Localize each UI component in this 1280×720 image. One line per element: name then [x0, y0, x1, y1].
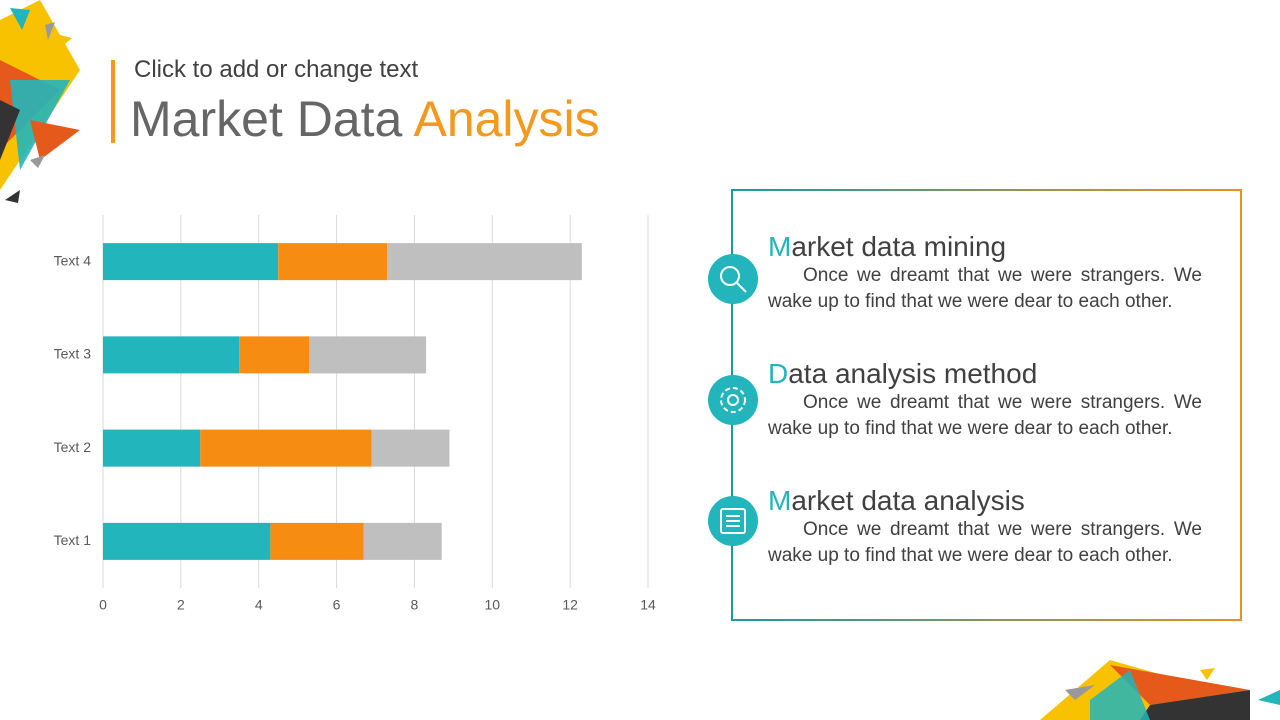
bar-segment	[103, 336, 240, 374]
item-heading: Market data mining	[768, 231, 1007, 262]
panel-item: Data analysis method Once we dreamt that …	[768, 358, 1202, 442]
bar-segment	[103, 522, 271, 560]
title: Market Data Analysis	[130, 90, 600, 148]
panel-item: Market data mining Once we dreamt that we…	[768, 231, 1202, 315]
item-body: Once we dreamt that we were strangers. W…	[768, 392, 1202, 439]
y-tick-label: Text 1	[54, 532, 92, 548]
panel-item: Market data analysis Once we dreamt that …	[768, 485, 1202, 569]
y-tick-label: Text 4	[54, 252, 92, 268]
y-tick-label: Text 3	[54, 346, 92, 362]
x-tick-label: 2	[177, 597, 185, 613]
x-tick-label: 14	[640, 597, 656, 613]
bar-segment	[239, 336, 310, 374]
x-tick-label: 0	[99, 597, 107, 613]
bar-segment	[309, 336, 427, 374]
bar-segment	[103, 429, 201, 467]
y-tick-label: Text 2	[54, 439, 92, 455]
title-accent: Analysis	[413, 91, 600, 147]
item-body: Once we dreamt that we were strangers. W…	[768, 265, 1202, 312]
bar-segment	[363, 522, 442, 560]
bar-segment	[278, 243, 388, 281]
item-heading: Data analysis method	[768, 358, 1038, 389]
x-tick-label: 8	[411, 597, 419, 613]
x-tick-label: 6	[333, 597, 341, 613]
x-tick-label: 10	[484, 597, 500, 613]
title-main: Market Data	[130, 91, 403, 147]
bar-segment	[371, 429, 450, 467]
subtitle: Click to add or change text	[134, 56, 419, 83]
bar-segment	[200, 429, 372, 467]
chart: 0 2 4 6 8 10 12 14 Text 1 Text 2 Text 3 Text 4	[54, 215, 656, 613]
x-tick-label: 12	[562, 597, 578, 613]
x-tick-label: 4	[255, 597, 263, 613]
item-body: Once we dreamt that we were strangers. W…	[768, 519, 1202, 566]
bar-segment	[103, 243, 279, 281]
bar-segment	[387, 243, 582, 281]
item-heading: Market data analysis	[768, 485, 1025, 516]
bar-segment	[270, 522, 364, 560]
